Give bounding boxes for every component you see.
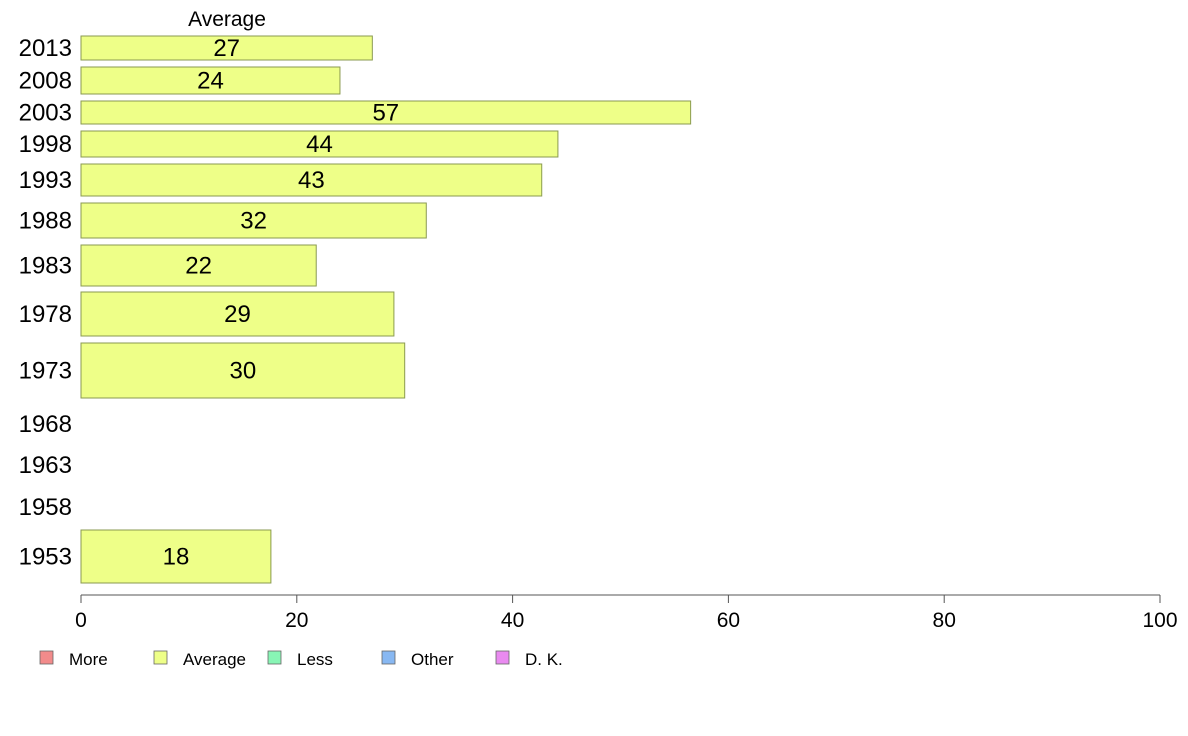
bar-value-label: 43	[298, 167, 325, 194]
year-label: 1978	[19, 301, 72, 328]
year-label: 1993	[19, 167, 72, 194]
bar-average	[80, 35, 373, 61]
bar-average	[80, 529, 272, 584]
legend-label: Other	[411, 650, 454, 669]
bar-average	[80, 342, 406, 399]
bar-value-label: 32	[240, 208, 267, 235]
bar-average	[80, 163, 543, 197]
bar-value-label: 57	[372, 100, 399, 127]
column-header: Average	[188, 8, 266, 31]
bar-average	[80, 291, 395, 337]
bar-value-label: 44	[306, 131, 333, 158]
bar-average	[80, 202, 427, 239]
year-label: 2013	[19, 35, 72, 62]
legend-swatch	[153, 650, 168, 665]
bar-rows: 2013 27 2008 24 2003 57 1998 44 1993 43 1988 32 1983…	[19, 35, 692, 584]
x-tick-label: 20	[285, 609, 308, 632]
bar-value-label: 24	[197, 68, 224, 95]
x-tick-label: 0	[75, 609, 87, 632]
bar-value-label: 27	[213, 35, 240, 62]
bar-average	[80, 100, 692, 125]
legend-swatch	[381, 650, 396, 665]
year-label: 1988	[19, 208, 72, 235]
legend-swatch	[267, 650, 282, 665]
year-label: 1963	[19, 452, 72, 479]
legend-label: Average	[183, 650, 246, 669]
bar-average	[80, 130, 559, 158]
bar-value-label: 30	[229, 358, 256, 385]
x-axis: 0 20 40 60 80 100	[75, 594, 1178, 632]
x-tick-label: 40	[501, 609, 524, 632]
legend-label: More	[69, 650, 108, 669]
legend: More Average Less Other D. K.	[39, 650, 563, 669]
year-label: 1998	[19, 131, 72, 158]
bar-value-label: 22	[185, 253, 212, 280]
x-tick-label: 80	[933, 609, 956, 632]
x-tick-label: 60	[717, 609, 740, 632]
legend-swatch	[495, 650, 510, 665]
year-label: 2008	[19, 68, 72, 95]
year-label: 1953	[19, 544, 72, 571]
bar-value-label: 29	[224, 301, 251, 328]
bar-average	[80, 66, 341, 95]
legend-swatch	[39, 650, 54, 665]
x-tick-label: 100	[1142, 609, 1177, 632]
year-label: 1958	[19, 494, 72, 521]
bar-average	[80, 244, 317, 287]
year-label: 1968	[19, 411, 72, 438]
legend-label: Less	[297, 650, 333, 669]
legend-label: D. K.	[525, 650, 563, 669]
year-label: 1973	[19, 358, 72, 385]
bar-value-label: 18	[163, 544, 190, 571]
year-label: 1983	[19, 253, 72, 280]
year-label: 2003	[19, 100, 72, 127]
